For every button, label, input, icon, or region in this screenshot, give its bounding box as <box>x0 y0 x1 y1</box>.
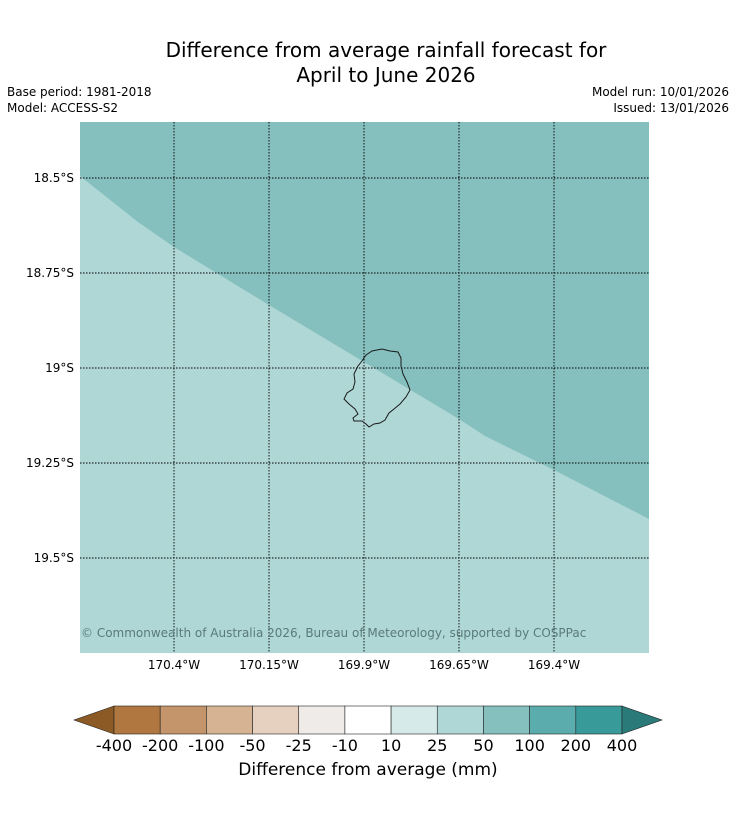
latitude-labels: 18.5°S 18.75°S 19°S 19.25°S 19.5°S <box>26 171 74 565</box>
colorbar-tick-label: 50 <box>473 736 493 755</box>
title-line-2: April to June 2026 <box>296 63 476 87</box>
colorbar-segments <box>113 705 623 735</box>
lon-label: 169.65°W <box>429 658 489 672</box>
lat-label: 19.5°S <box>34 551 74 565</box>
colorbar-tick-label: 400 <box>607 736 638 755</box>
lat-label: 18.5°S <box>34 171 74 185</box>
lon-label: 169.9°W <box>338 658 390 672</box>
lon-label: 169.4°W <box>528 658 580 672</box>
colorbar-segment <box>483 705 530 735</box>
colorbar-segment <box>529 705 577 735</box>
colorbar-segment <box>390 705 438 735</box>
map-area: © Commonwealth of Australia 2026, Bureau… <box>80 122 649 653</box>
issued-date: Issued: 13/01/2026 <box>613 101 729 115</box>
colorbar-tick-label: -100 <box>188 736 224 755</box>
colorbar-segment <box>113 705 161 735</box>
colorbar-tick-label: -50 <box>239 736 265 755</box>
colorbar-segment <box>206 705 253 735</box>
colorbar-segment <box>575 705 623 735</box>
lat-label: 19.25°S <box>26 456 74 470</box>
colorbar-tick-label: -200 <box>142 736 178 755</box>
base-period: Base period: 1981-2018 <box>7 85 152 99</box>
gridlines <box>80 122 649 653</box>
colorbar: -400 -200 -100 -50 -25 -10 10 25 50 100 200 400 <box>73 705 663 755</box>
colorbar-ticks: -400 -200 -100 -50 -25 -10 10 25 50 100 200 400 <box>96 736 637 755</box>
colorbar-tick-label: 25 <box>427 736 447 755</box>
model-run: Model run: 10/01/2026 <box>591 85 729 99</box>
colorbar-tick-label: 100 <box>514 736 545 755</box>
colorbar-segment <box>298 705 346 735</box>
lon-label: 170.4°W <box>148 658 200 672</box>
longitude-labels: 170.4°W 170.15°W 169.9°W 169.65°W 169.4°… <box>148 658 580 672</box>
lat-label: 19°S <box>45 361 74 375</box>
lon-label: 170.15°W <box>239 658 299 672</box>
colorbar-segment <box>159 705 207 735</box>
colorbar-segment <box>252 705 300 735</box>
lat-label: 18.75°S <box>26 266 74 280</box>
map-title: Difference from average rainfall forecas… <box>0 38 736 88</box>
niue-coastline <box>343 348 411 428</box>
colorbar-segment <box>344 705 392 735</box>
colorbar-arrow-high <box>621 705 663 735</box>
copyright-notice: © Commonwealth of Australia 2026, Bureau… <box>81 626 586 640</box>
zone-50-100 <box>80 176 649 653</box>
right-metadata: Model run: 10/01/2026 Issued: 13/01/2026 <box>592 84 729 116</box>
colorbar-segment <box>436 705 484 735</box>
colorbar-tick-label: -400 <box>96 736 132 755</box>
colorbar-arrow-low <box>73 705 115 735</box>
title-line-1: Difference from average rainfall forecas… <box>165 38 607 62</box>
model-name: Model: ACCESS-S2 <box>7 101 119 115</box>
colorbar-label: Difference from average (mm) <box>238 760 498 780</box>
left-metadata: Base period: 1981-2018 Model: ACCESS-S2 <box>7 84 152 116</box>
colorbar-tick-label: 200 <box>561 736 592 755</box>
colorbar-tick-label: 10 <box>381 736 401 755</box>
colorbar-tick-label: -25 <box>286 736 312 755</box>
colorbar-tick-label: -10 <box>332 736 358 755</box>
